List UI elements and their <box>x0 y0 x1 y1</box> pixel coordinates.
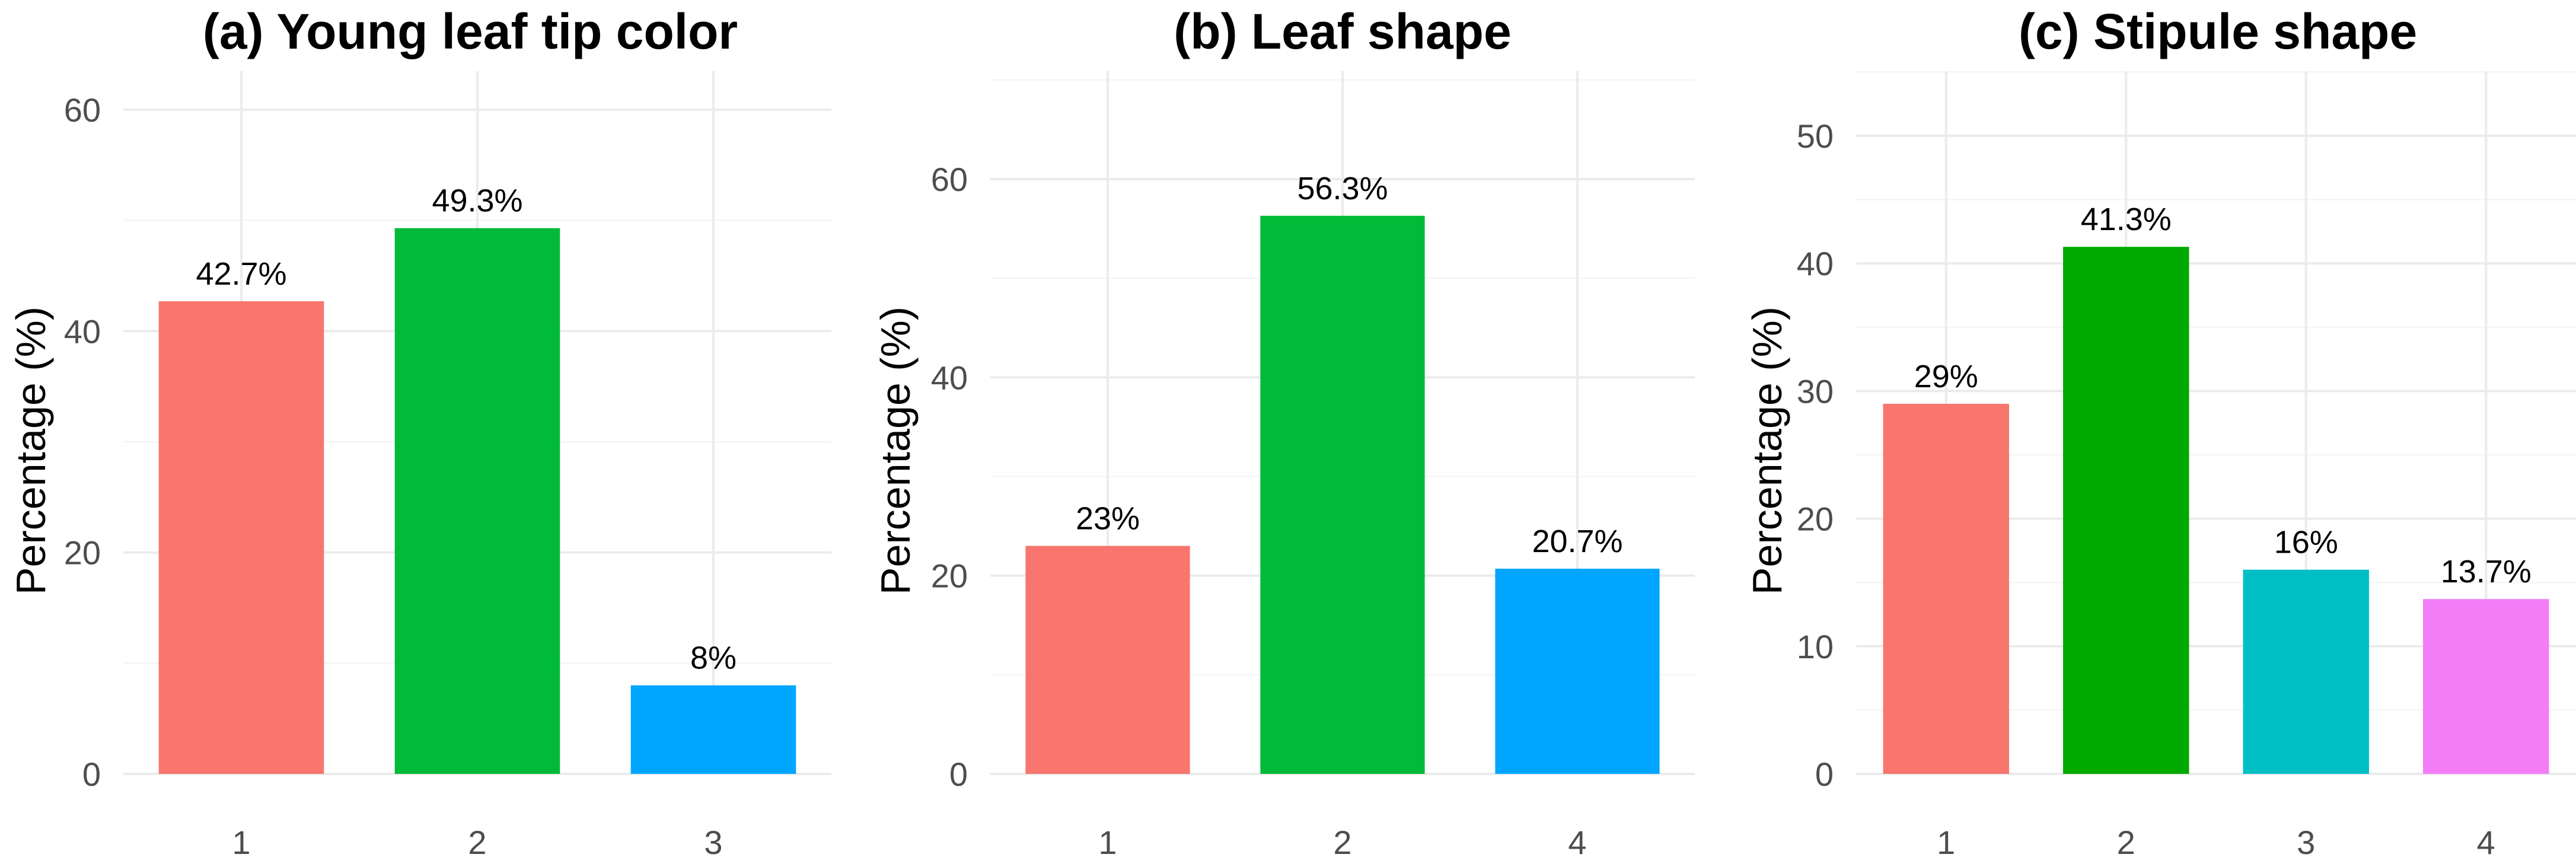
panel-c-x-ticks: 1 2 3 4 <box>1937 824 2495 861</box>
panel-c-x-tick-label: 1 <box>1937 824 1955 861</box>
panel-a-x-tick-label: 1 <box>232 824 250 861</box>
panel-c-y-tick-label: 50 <box>1797 117 1834 155</box>
panel-c-data-label-2: 41.3% <box>2081 202 2172 237</box>
panel-c-y-tick-label: 0 <box>1815 756 1834 793</box>
panel-c-data-labels: 29% 41.3% 16% 13.7% <box>1914 202 2532 589</box>
panel-a-y-tick-label: 40 <box>64 313 101 350</box>
panel-b-data-label-1: 23% <box>1076 501 1140 537</box>
panel-b-bar-4 <box>1495 568 1660 774</box>
panel-b-data-label-2: 56.3% <box>1297 171 1388 206</box>
panel-c-y-tick-label: 30 <box>1797 372 1834 410</box>
panel-c-y-tick-label: 20 <box>1797 501 1834 538</box>
panel-c-data-label-1: 29% <box>1914 359 1978 394</box>
panel-c-y-tick-label: 40 <box>1797 245 1834 282</box>
panel-b-y-tick-label: 40 <box>931 359 968 396</box>
panel-b-x-tick-label: 4 <box>1568 824 1586 861</box>
panel-a-y-axis-label: Percentage (%) <box>8 307 54 595</box>
panel-c: (c) Stipule shape Percentage (%) 0102030… <box>1744 4 2576 861</box>
panel-a-y-tick-label: 60 <box>64 91 101 129</box>
panel-b-data-label-4: 20.7% <box>1532 524 1622 559</box>
panel-b-bars <box>1025 215 1660 774</box>
panel-b-title: (b) Leaf shape <box>1174 4 1511 59</box>
panel-a-data-label-3: 8% <box>690 640 737 676</box>
panel-c-bar-4 <box>2423 599 2549 774</box>
panel-c-bar-3 <box>2243 569 2369 774</box>
panel-a-bar-1 <box>158 301 324 774</box>
panel-c-title: (c) Stipule shape <box>2019 4 2417 59</box>
panel-c-bar-2 <box>2063 247 2189 774</box>
panel-c-x-tick-label: 3 <box>2297 824 2315 861</box>
panel-b-data-labels: 23% 56.3% 20.7% <box>1076 171 1623 559</box>
panel-c-y-tick-label: 10 <box>1797 628 1834 665</box>
panel-b-y-tick-label: 20 <box>931 557 968 595</box>
panel-b-x-ticks: 1 2 4 <box>1098 824 1586 861</box>
panel-a-x-tick-label: 2 <box>468 824 486 861</box>
panel-a-y-ticks: 0 20 40 60 <box>64 91 101 793</box>
panel-a-bar-3 <box>630 685 796 774</box>
panel-c-y-ticks: 0 10 20 30 40 50 <box>1797 117 1834 793</box>
panel-a: (a) Young leaf tip color Percentage (%) … <box>8 4 831 861</box>
panel-a-bar-2 <box>394 228 560 774</box>
panel-b-bar-1 <box>1025 546 1190 774</box>
panel-a-bars <box>158 228 796 774</box>
panel-c-bars <box>1883 247 2549 774</box>
panel-a-data-label-2: 49.3% <box>432 183 522 219</box>
panel-b-x-tick-label: 2 <box>1333 824 1351 861</box>
panel-a-y-tick-label: 20 <box>64 534 101 572</box>
panel-b-y-tick-label: 60 <box>931 161 968 198</box>
panel-a-y-tick-label: 0 <box>82 756 101 793</box>
panel-c-x-tick-label: 2 <box>2117 824 2135 861</box>
panel-b: (b) Leaf shape Percentage (%) 0 20 40 60 1 2… <box>872 4 1695 861</box>
panel-c-data-label-4: 13.7% <box>2441 554 2532 589</box>
panel-c-y-axis-label: Percentage (%) <box>1744 307 1790 595</box>
panel-c-data-label-3: 16% <box>2274 525 2338 560</box>
panel-a-x-tick-label: 3 <box>704 824 722 861</box>
panel-a-data-labels: 42.7% 49.3% 8% <box>196 183 737 676</box>
panel-b-y-tick-label: 0 <box>949 756 968 793</box>
panel-b-bar-2 <box>1260 215 1425 774</box>
panel-c-bar-1 <box>1883 403 2009 774</box>
panel-a-title: (a) Young leaf tip color <box>203 4 738 59</box>
panel-c-x-tick-label: 4 <box>2477 824 2495 861</box>
panel-a-x-ticks: 1 2 3 <box>232 824 722 861</box>
panel-b-y-axis-label: Percentage (%) <box>872 307 919 595</box>
panel-a-data-label-1: 42.7% <box>196 256 286 292</box>
panel-b-y-ticks: 0 20 40 60 <box>931 161 968 793</box>
panel-b-x-tick-label: 1 <box>1098 824 1117 861</box>
